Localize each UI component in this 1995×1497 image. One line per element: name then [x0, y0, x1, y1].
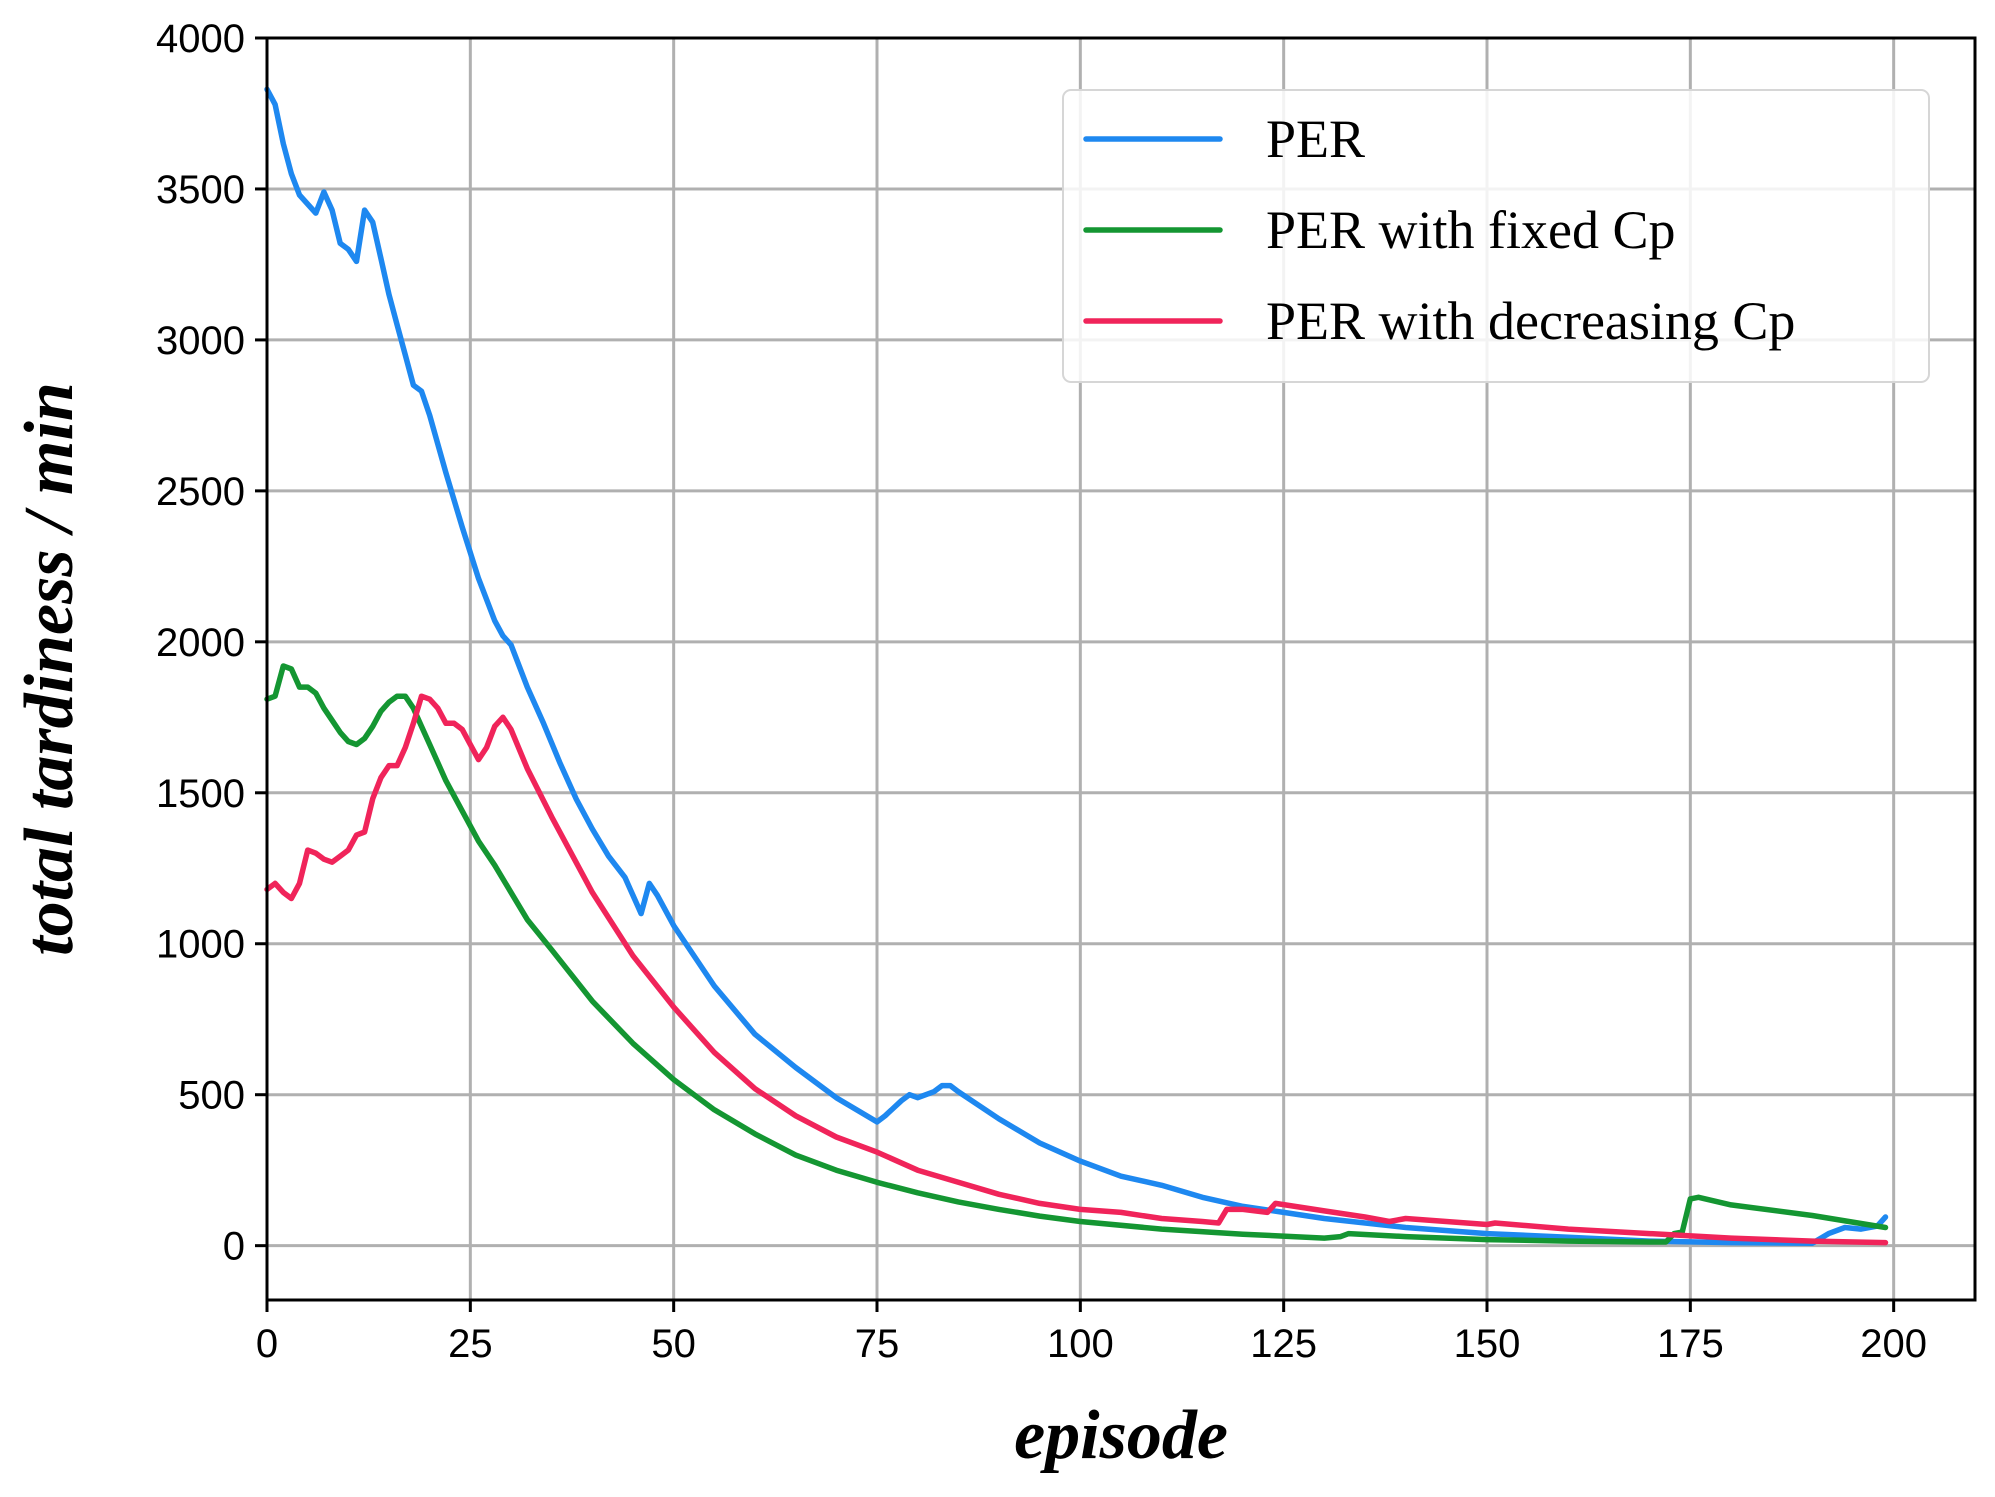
legend: PER PER with fixed Cp PER with decreasing … [1062, 89, 1930, 383]
y-tick-label: 1500 [156, 772, 245, 816]
x-axis-title: episode [1014, 1397, 1228, 1474]
y-tick-label: 3000 [156, 319, 245, 363]
y-axis-title: total tardiness / min [11, 382, 88, 956]
legend-label: PER [1266, 109, 1365, 169]
y-tick-label: 1000 [156, 923, 245, 967]
y-tick-label: 4000 [156, 17, 245, 61]
x-tick-label: 75 [855, 1322, 900, 1366]
y-tick-label: 2500 [156, 470, 245, 514]
x-tick-label: 150 [1454, 1322, 1521, 1366]
x-tick-label: 200 [1860, 1322, 1927, 1366]
x-tick-label: 175 [1657, 1322, 1724, 1366]
plot-frame [265, 36, 1977, 1302]
series-line-1 [264, 86, 1889, 1246]
legend-label: PER with decreasing Cp [1266, 291, 1795, 351]
x-tick-label: 50 [651, 1322, 696, 1366]
y-tick-label: 2000 [156, 621, 245, 665]
y-tick-label: 3500 [156, 168, 245, 212]
y-tick-label: 0 [223, 1225, 245, 1269]
series-layer [264, 86, 1889, 1246]
axes [255, 36, 1977, 1312]
tick-labels: 0 25 50 75 100 125 150 175 200050010001500200025… [156, 17, 1927, 1366]
series-line-2 [264, 663, 1889, 1245]
x-tick-label: 0 [256, 1322, 278, 1366]
x-tick-label: 100 [1047, 1322, 1114, 1366]
y-tick-label: 500 [178, 1074, 245, 1118]
series-line-3 [264, 693, 1889, 1246]
legend-box [1062, 89, 1930, 383]
x-tick-label: 25 [448, 1322, 493, 1366]
legend-label: PER with fixed Cp [1266, 200, 1676, 260]
x-tick-label: 125 [1250, 1322, 1317, 1366]
